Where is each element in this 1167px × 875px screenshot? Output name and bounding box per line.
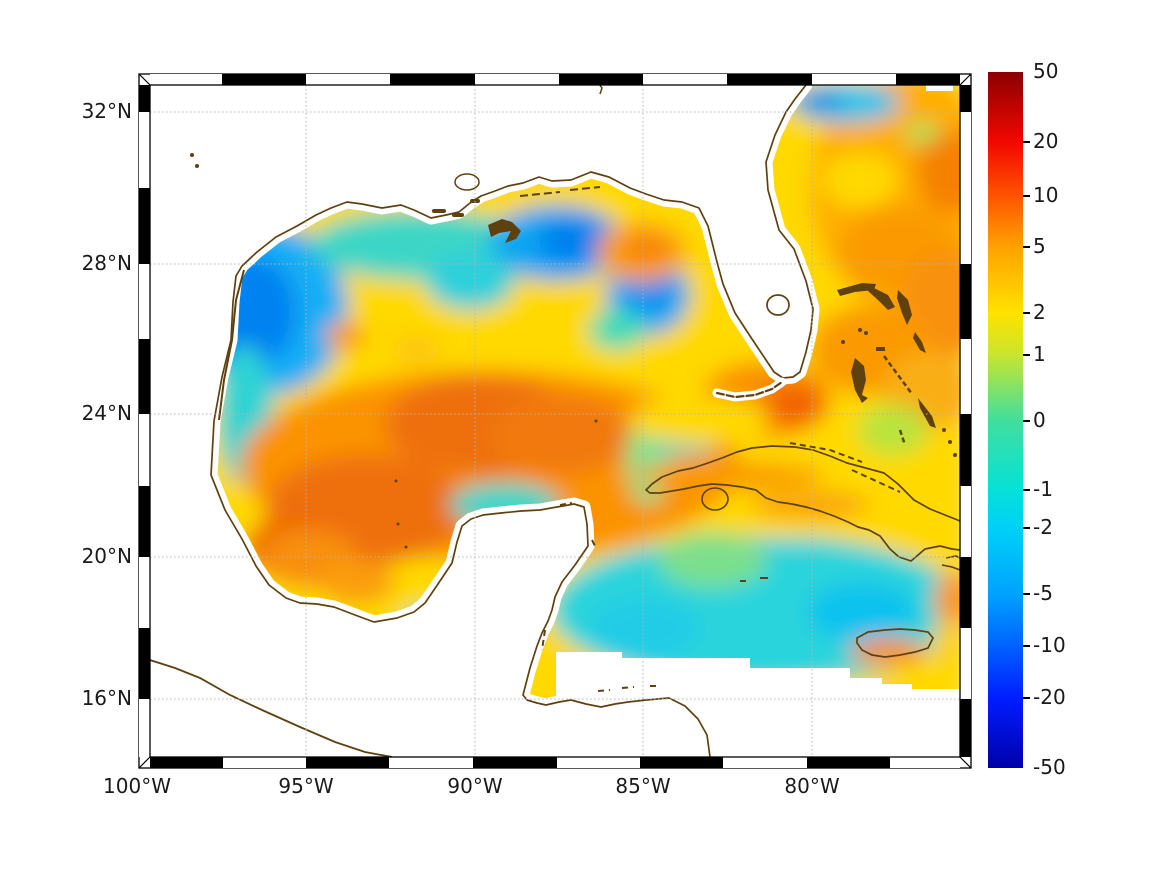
y-axis-tick-label: 24°N xyxy=(81,401,132,425)
isla-juventud xyxy=(701,487,729,511)
colorbar-tick-label: -2 xyxy=(1033,515,1053,540)
map-frame xyxy=(138,73,972,769)
colorbar-tick-label: -1 xyxy=(1033,477,1053,502)
colorbar-tick-label: 5 xyxy=(1033,233,1046,258)
colorbar xyxy=(988,72,1023,768)
colorbar-tick-label: 10 xyxy=(1033,183,1059,208)
x-axis-tick-label: 80°W xyxy=(784,774,840,798)
lake-pontchartrain xyxy=(454,173,480,191)
colorbar-tick-label: 1 xyxy=(1033,341,1046,366)
colorbar-tickmark xyxy=(1023,527,1030,530)
land-mass xyxy=(150,85,820,757)
coastline xyxy=(210,85,814,757)
colorbar-tick-label: 20 xyxy=(1033,129,1059,154)
colorbar-tickmark xyxy=(1023,644,1030,647)
colorbar-tickmark xyxy=(1023,419,1030,422)
x-axis-tick-label: 95°W xyxy=(278,774,334,798)
pacific-coastline xyxy=(150,659,393,757)
florida-keys xyxy=(712,377,787,402)
lake-okeechobee xyxy=(766,294,790,316)
bahamas-islands xyxy=(837,283,957,457)
exuma-chain xyxy=(882,355,914,446)
colorbar-tickmark xyxy=(1023,312,1030,315)
colorbar-tickmark xyxy=(1023,489,1030,492)
y-axis-tick-label: 32°N xyxy=(81,99,132,123)
barrier-islands xyxy=(218,85,768,692)
colorbar-tickmark xyxy=(1023,593,1030,595)
x-axis-tick-label: 100°W xyxy=(103,774,171,798)
colorbar-tickmark xyxy=(1023,353,1030,356)
colorbar-tick-label: -50 xyxy=(1033,755,1066,779)
y-axis-tick-label: 16°N xyxy=(81,686,132,710)
cuba-cays xyxy=(789,442,901,493)
cuba-coastline xyxy=(645,445,960,562)
colorbar-tick-label: -10 xyxy=(1033,632,1066,657)
colorbar-tick-label: 50 xyxy=(1033,59,1059,83)
mississippi-delta xyxy=(432,199,521,243)
colorbar-tick-label: 2 xyxy=(1033,300,1046,325)
graticule xyxy=(150,85,960,757)
x-axis-tick-label: 90°W xyxy=(447,774,503,798)
jamaica-coastline xyxy=(856,628,935,658)
colorbar-tick-label: 0 xyxy=(1033,407,1046,432)
x-axis-tick-label: 85°W xyxy=(615,774,671,798)
colorbar-tickmark xyxy=(1023,141,1030,144)
y-axis-tick-label: 20°N xyxy=(81,544,132,568)
colorbar-tickmark xyxy=(1023,195,1030,198)
small-specks xyxy=(190,153,598,549)
colorbar-tickmark xyxy=(1023,245,1030,248)
colorbar-tick-label: -5 xyxy=(1033,581,1053,605)
colorbar-tickmark xyxy=(1023,696,1030,699)
y-axis-tick-label: 28°N xyxy=(81,251,132,275)
colorbar-tick-label: -20 xyxy=(1033,684,1066,709)
